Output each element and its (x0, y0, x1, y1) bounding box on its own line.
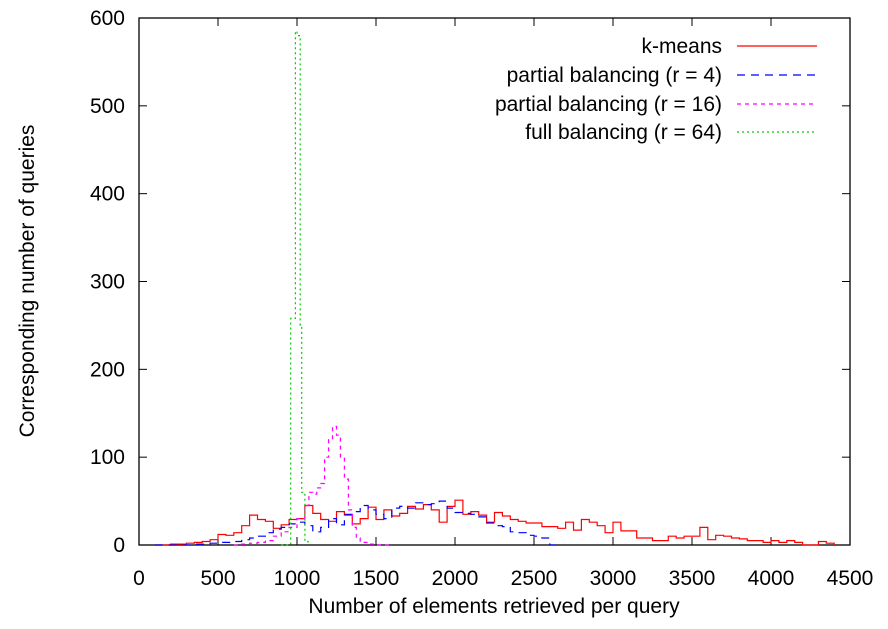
x-tick-label: 2500 (511, 567, 558, 590)
x-tick-label: 4000 (748, 567, 795, 590)
legend-label-2: partial balancing (r = 4) (507, 64, 722, 87)
x-tick-label: 1500 (353, 567, 400, 590)
x-tick-label: 1000 (274, 567, 321, 590)
legend: k-means partial balancing (r = 4) partial … (495, 35, 817, 144)
legend-label-3: partial balancing (r = 16) (495, 93, 722, 116)
x-tick-label: 2000 (432, 567, 479, 590)
y-tick-label: 400 (90, 183, 125, 206)
x-tick-label: 3000 (590, 567, 637, 590)
x-tick-label: 500 (200, 567, 235, 590)
series-line-4 (281, 30, 309, 546)
y-tick-label: 500 (90, 95, 125, 118)
y-tick-label: 200 (90, 358, 125, 381)
y-tick-label: 300 (90, 271, 125, 294)
x-tick-label: 0 (133, 567, 145, 590)
series-line-2 (154, 500, 558, 546)
legend-label-1: k-means (641, 35, 722, 58)
x-axis-label: Number of elements retrieved per query (308, 595, 680, 618)
x-tick-label: 3500 (669, 567, 716, 590)
series-lines (154, 30, 835, 546)
x-tick-label: 4500 (827, 567, 874, 590)
y-tick-label: 600 (90, 7, 125, 30)
series-line-3 (233, 425, 392, 546)
legend-label-4: full balancing (r = 64) (525, 121, 722, 144)
y-axis-label: Corresponding number of queries (16, 125, 39, 438)
tick-marks (138, 17, 851, 546)
tick-labels: 0 500 1000 1500 2000 2500 3000 3500 4000 4500 0 100… (90, 7, 873, 590)
y-tick-label: 100 (90, 446, 125, 469)
series-line-1 (154, 499, 835, 546)
y-tick-label: 0 (113, 534, 125, 557)
